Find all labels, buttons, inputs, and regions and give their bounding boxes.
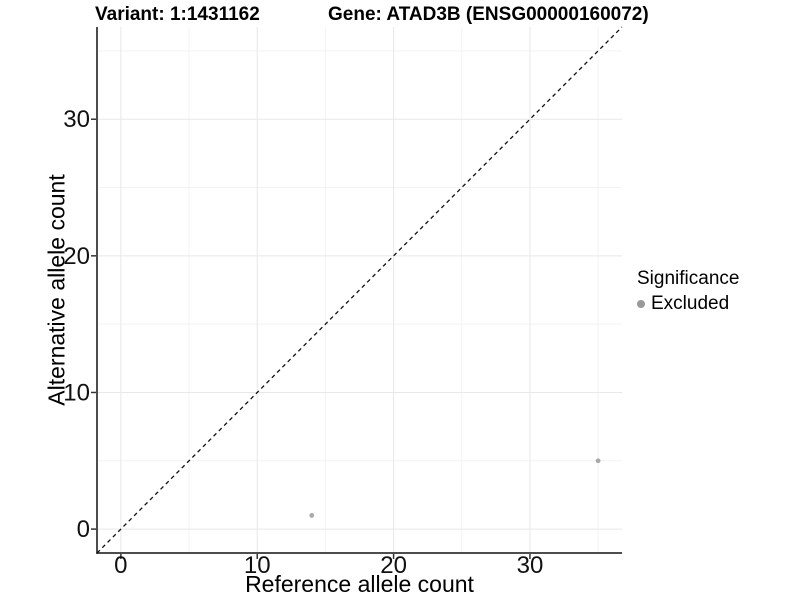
x-axis-title: Reference allele count [245,571,474,597]
plot-title-gene: Gene: ATAD3B (ENSG00000160072) [328,4,649,25]
legend: Significance Excluded [637,268,739,315]
legend-item: Excluded [637,293,739,315]
x-tick-label: 0 [114,552,127,579]
y-tick-label: 10 [63,379,90,406]
y-tick-label: 0 [77,516,90,543]
y-axis-title: Alternative allele count [43,174,70,406]
data-point [595,458,601,464]
plot-title-variant: Variant: 1:1431162 [95,4,260,25]
legend-item-label: Excluded [651,293,730,314]
x-tick-label: 30 [517,552,544,579]
legend-key-dot-icon [637,300,645,308]
y-tick-label: 20 [63,243,90,270]
y-tick-label: 30 [63,106,90,133]
legend-title: Significance [637,268,740,289]
x-tick-label: 20 [380,552,407,579]
x-tick-label: 10 [244,552,271,579]
data-point [309,513,315,518]
identity-line [96,26,623,554]
